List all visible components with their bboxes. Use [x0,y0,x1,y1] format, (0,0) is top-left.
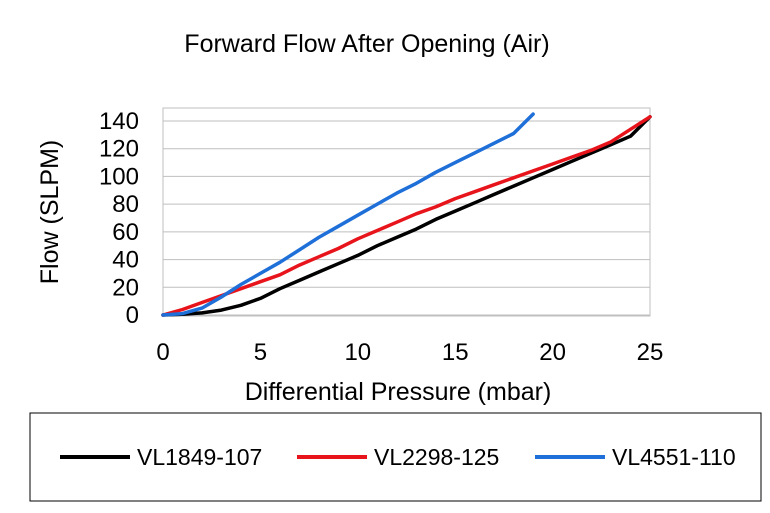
x-axis-label: Differential Pressure (mbar) [245,378,552,406]
x-tick-label: 0 [156,339,169,366]
y-tick-label: 60 [112,219,139,246]
y-axis-label: Flow (SLPM) [36,140,64,284]
x-tick-label: 25 [637,339,664,366]
y-tick-label: 80 [112,191,139,218]
legend-label: VL4551-110 [612,444,736,470]
series-line-VL1849-107 [161,115,652,317]
legend-label: VL1849-107 [137,444,262,470]
y-tick-label: 120 [99,136,139,163]
x-axis-ticks: 0 5 10 15 20 25 [156,339,663,366]
series-lines [161,112,652,317]
x-tick-label: 20 [539,339,566,366]
legend: VL1849-107 VL2298-125 VL4551-110 [60,444,736,470]
x-tick-label: 5 [254,339,267,366]
series-line-VL2298-125 [161,115,652,317]
y-tick-label: 40 [112,247,139,274]
y-tick-label: 140 [99,108,139,135]
x-tick-label: 15 [442,339,469,366]
y-tick-label: 100 [99,163,139,190]
series-line-VL4551-110 [161,112,535,317]
plot-area-border [162,107,651,317]
legend-label: VL2298-125 [374,444,499,470]
chart-title: Forward Flow After Opening (Air) [184,30,549,58]
y-tick-label: 20 [112,274,139,301]
legend-box [29,412,762,502]
y-tick-label: 0 [126,302,139,329]
x-tick-label: 10 [344,339,371,366]
